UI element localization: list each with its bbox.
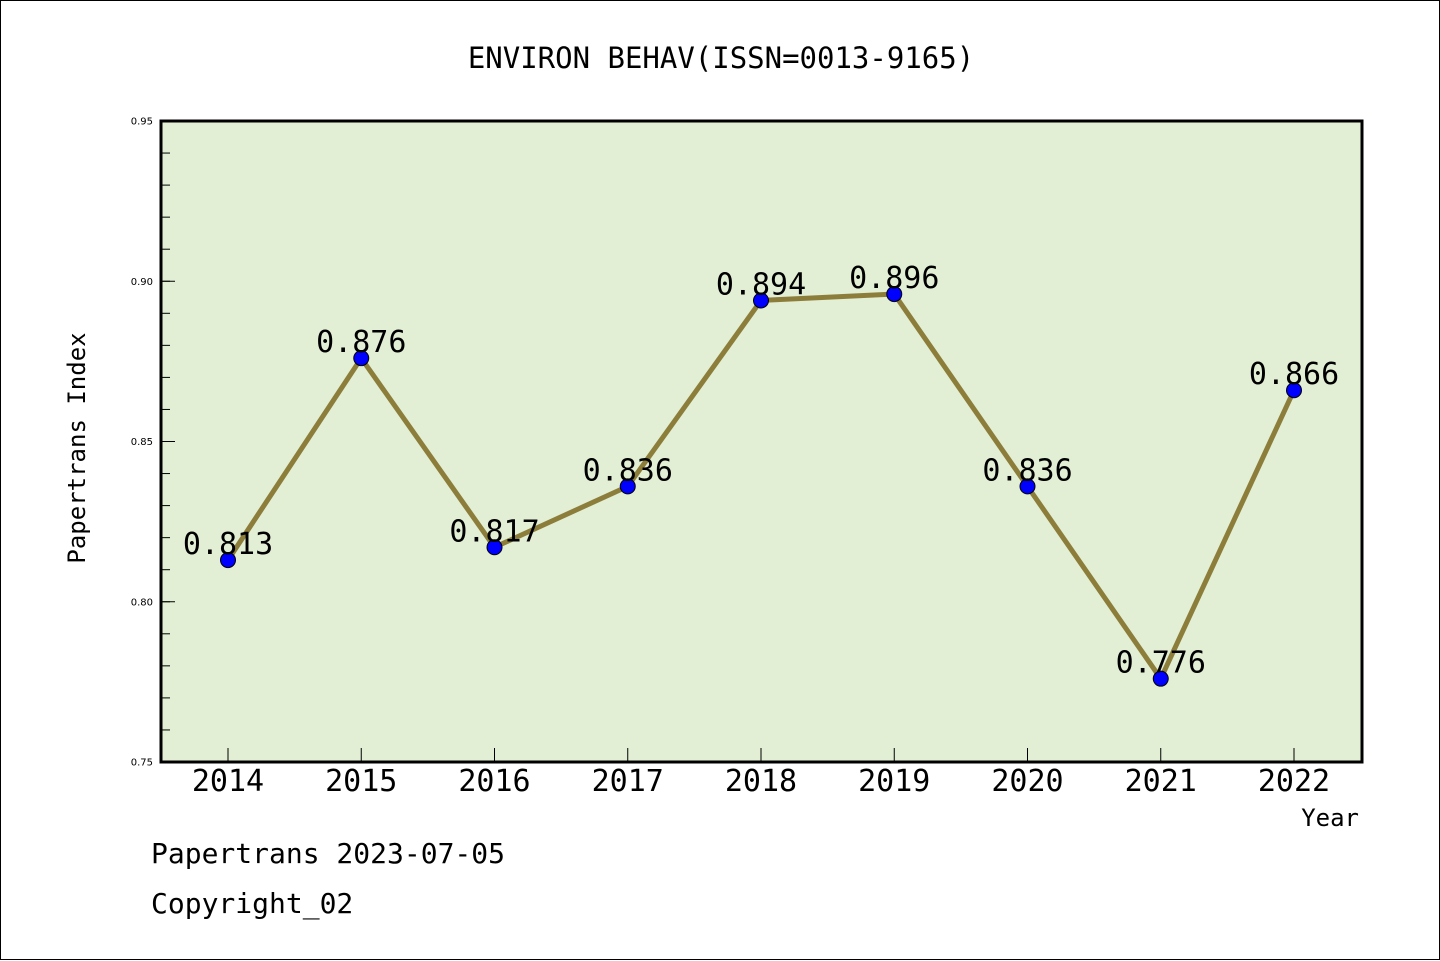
data-label: 0.876 xyxy=(316,325,406,360)
x-tick-label: 2022 xyxy=(1258,764,1330,799)
chart-title: ENVIRON BEHAV(ISSN=0013-9165) xyxy=(468,41,974,75)
x-tick-label: 2017 xyxy=(592,764,664,799)
plot-border xyxy=(159,119,1364,764)
y-tick-label: 0.85 xyxy=(131,437,153,448)
data-label: 0.866 xyxy=(1249,357,1339,392)
y-tick-label: 0.90 xyxy=(131,277,153,288)
series-group: 0.813 0.876 0.817 0.836 0.894 0.896 0.836 0.776… xyxy=(183,261,1339,687)
x-axis-ticks: 2014 2015 2016 2017 2018 2019 2020 2021 2022 xyxy=(192,748,1330,799)
data-point xyxy=(1286,382,1302,399)
data-label: 0.896 xyxy=(849,261,939,296)
y-tick-label: 0.75 xyxy=(131,758,153,769)
data-label: 0.817 xyxy=(449,514,539,549)
data-point xyxy=(1019,478,1036,495)
x-tick-label: 2016 xyxy=(458,764,530,799)
footer-date: Papertrans 2023-07-05 xyxy=(151,837,506,870)
data-point xyxy=(1152,670,1169,687)
y-tick-label: 0.95 xyxy=(131,117,153,128)
data-label: 0.894 xyxy=(716,267,806,302)
data-point xyxy=(353,350,370,367)
x-tick-label: 2018 xyxy=(725,764,797,799)
plot-area xyxy=(161,121,1362,762)
x-tick-label: 2015 xyxy=(325,764,397,799)
footer-copyright: Copyright_02 xyxy=(151,887,354,920)
x-tick-label: 2020 xyxy=(991,764,1063,799)
data-point xyxy=(220,552,236,569)
data-point xyxy=(619,478,636,495)
data-label: 0.776 xyxy=(1116,646,1206,681)
x-tick-label: 2019 xyxy=(858,764,930,799)
x-tick-label: 2021 xyxy=(1125,764,1197,799)
data-point xyxy=(753,292,769,309)
data-point xyxy=(886,286,903,303)
y-tick-label: 0.80 xyxy=(131,597,153,608)
data-label: 0.836 xyxy=(982,453,1072,488)
data-point xyxy=(486,539,503,556)
x-axis-label: Year xyxy=(1301,804,1359,832)
data-label: 0.836 xyxy=(583,453,673,488)
data-label: 0.813 xyxy=(183,527,273,562)
x-tick-label: 2014 xyxy=(192,764,264,799)
y-axis-label: Papertrans Index xyxy=(63,332,91,563)
